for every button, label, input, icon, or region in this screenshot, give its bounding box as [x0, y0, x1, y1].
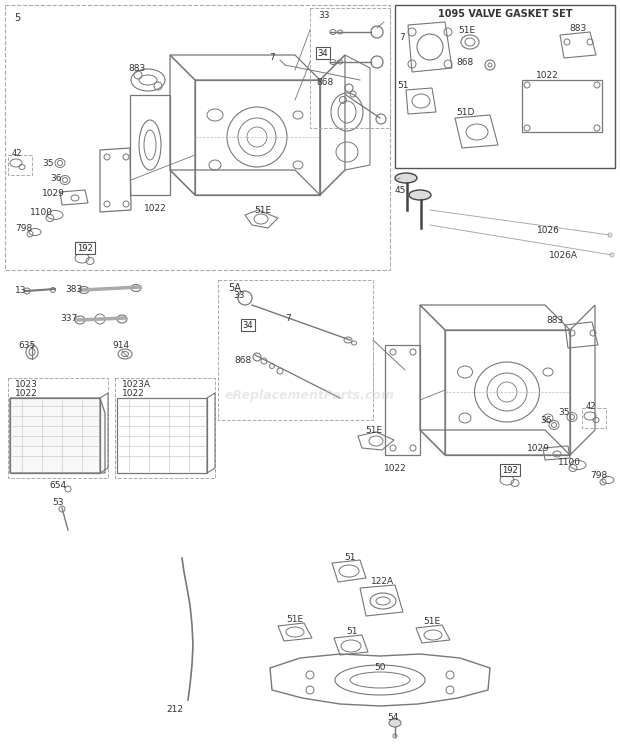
Text: 53: 53: [52, 498, 64, 507]
Text: 868: 868: [234, 356, 251, 365]
Bar: [5, 5, 390, 270]
Bar: [115, 378, 215, 478]
Text: 1023: 1023: [15, 379, 38, 388]
Text: 7: 7: [399, 33, 405, 42]
Text: 1022: 1022: [122, 388, 144, 397]
Text: 50: 50: [374, 664, 386, 673]
Bar: [8, 378, 108, 478]
Text: 34: 34: [242, 321, 254, 330]
Text: 868: 868: [316, 77, 334, 86]
Text: 45: 45: [394, 185, 405, 194]
Text: 35: 35: [42, 158, 53, 167]
Text: 1029: 1029: [527, 443, 550, 452]
Text: 51E: 51E: [286, 615, 304, 624]
Ellipse shape: [409, 190, 431, 200]
Text: 212: 212: [167, 705, 184, 714]
Text: 883: 883: [546, 315, 564, 324]
Text: 7: 7: [285, 313, 291, 322]
Text: eReplacementParts.com: eReplacementParts.com: [225, 388, 395, 402]
Text: 35: 35: [558, 408, 570, 417]
Text: 51: 51: [346, 627, 358, 637]
Text: 33: 33: [233, 290, 244, 300]
Bar: [582, 408, 606, 428]
Text: 51E: 51E: [458, 25, 476, 34]
Bar: [8, 155, 32, 175]
Text: 798: 798: [15, 223, 32, 233]
Text: 1095 VALVE GASKET SET: 1095 VALVE GASKET SET: [438, 9, 572, 19]
Ellipse shape: [395, 173, 417, 183]
Text: 51: 51: [397, 80, 409, 89]
Text: 192: 192: [77, 243, 93, 252]
Text: 635: 635: [18, 341, 35, 350]
Text: 1100: 1100: [558, 458, 581, 466]
Text: 42: 42: [12, 149, 22, 158]
Text: 1026: 1026: [536, 225, 559, 234]
Text: 1100: 1100: [30, 208, 53, 217]
Polygon shape: [10, 398, 105, 473]
Text: 1022: 1022: [384, 464, 406, 472]
Text: 51D: 51D: [456, 107, 474, 117]
Text: 1026A: 1026A: [549, 251, 577, 260]
Text: 5A: 5A: [228, 283, 241, 293]
Text: 1022: 1022: [536, 71, 559, 80]
Text: 34: 34: [317, 48, 329, 57]
Text: 192: 192: [502, 466, 518, 475]
Text: 5: 5: [14, 13, 20, 23]
Text: 36: 36: [540, 415, 552, 425]
Text: 883: 883: [569, 24, 587, 33]
Text: 122A: 122A: [371, 577, 394, 586]
Text: 1022: 1022: [15, 388, 38, 397]
Text: 337: 337: [60, 313, 78, 322]
Text: 36: 36: [50, 173, 61, 182]
Text: 654: 654: [50, 481, 66, 490]
Text: 1023A: 1023A: [122, 379, 151, 388]
Text: 883: 883: [128, 63, 146, 72]
Text: 7: 7: [269, 53, 275, 62]
Text: 1022: 1022: [144, 204, 166, 213]
Text: 1029: 1029: [42, 188, 65, 197]
Bar: [395, 5, 615, 168]
Text: 51E: 51E: [365, 426, 383, 434]
Text: 54: 54: [388, 713, 399, 722]
Text: 51E: 51E: [423, 618, 441, 626]
Text: 383: 383: [65, 284, 82, 293]
Text: 914: 914: [112, 341, 129, 350]
Text: 42: 42: [586, 402, 596, 411]
Ellipse shape: [389, 719, 401, 727]
Text: 51E: 51E: [254, 205, 272, 214]
Bar: [218, 280, 373, 420]
Text: 33: 33: [318, 10, 329, 19]
Text: 868: 868: [456, 57, 474, 66]
Text: 13: 13: [15, 286, 27, 295]
Text: 51: 51: [344, 554, 356, 562]
Bar: [522, 80, 602, 132]
Bar: [310, 8, 390, 128]
Text: 798: 798: [590, 470, 607, 479]
